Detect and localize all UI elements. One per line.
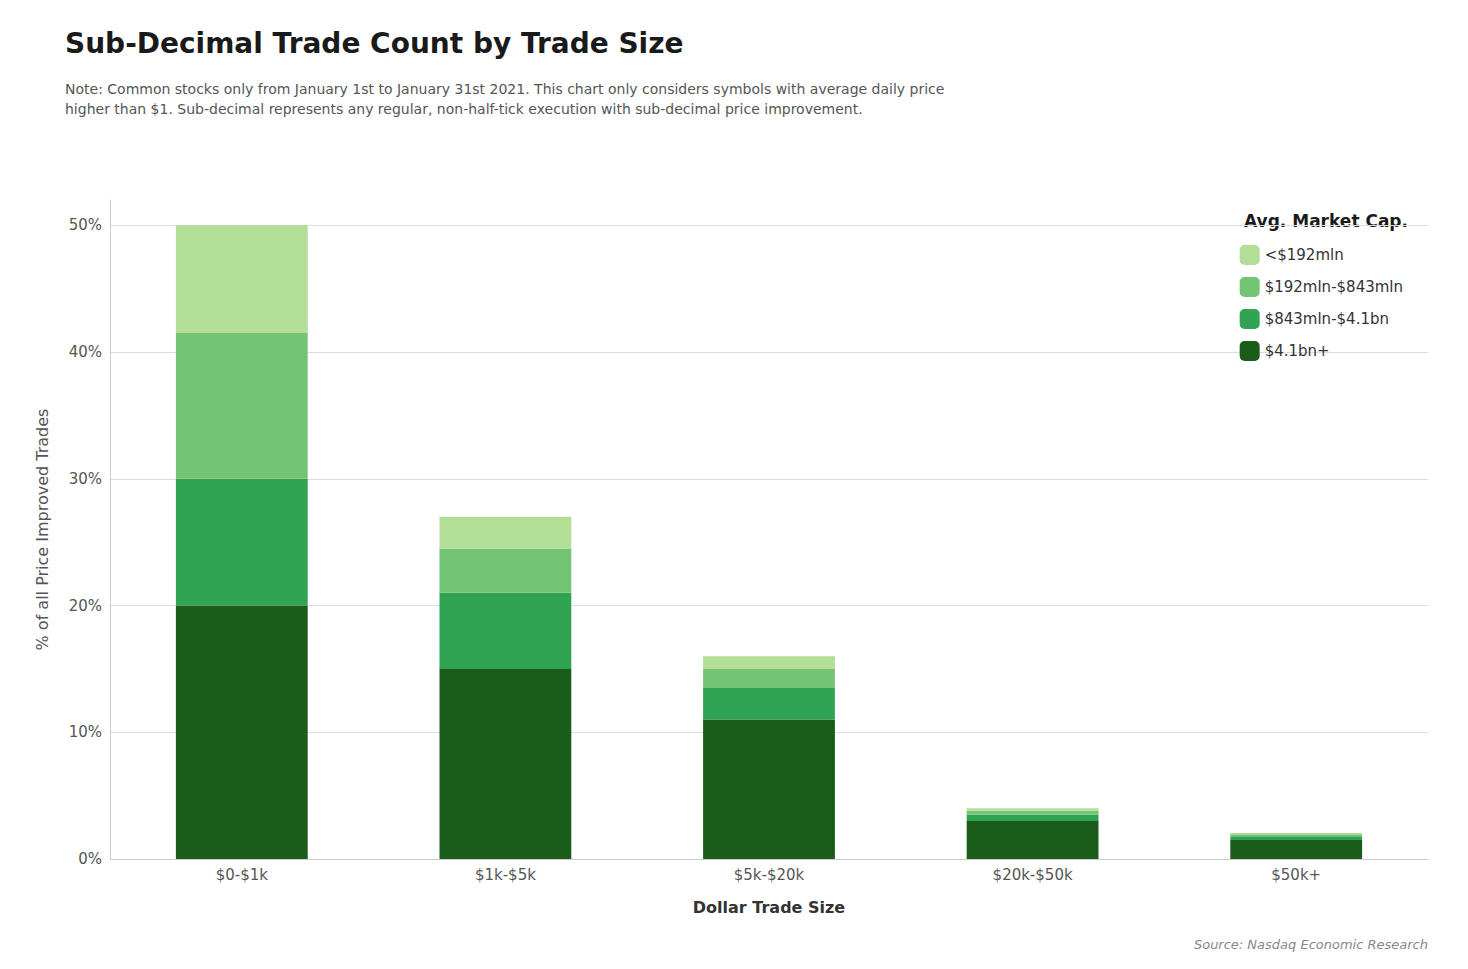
svg-text:Note: Common stocks only from: Note: Common stocks only from January 1s… xyxy=(65,81,944,97)
svg-text:40%: 40% xyxy=(69,343,102,361)
svg-text:$843mln-$4.1bn: $843mln-$4.1bn xyxy=(1265,310,1389,328)
svg-text:$0-$1k: $0-$1k xyxy=(216,866,269,884)
svg-text:$5k-$20k: $5k-$20k xyxy=(734,866,805,884)
svg-text:0%: 0% xyxy=(78,850,102,868)
svg-text:% of all Price Improved Trades: % of all Price Improved Trades xyxy=(33,409,52,651)
svg-text:$192mln-$843mln: $192mln-$843mln xyxy=(1265,278,1403,296)
svg-text:<$192mln: <$192mln xyxy=(1265,246,1344,264)
svg-text:$4.1bn+: $4.1bn+ xyxy=(1265,342,1330,360)
svg-text:higher than $1. Sub-decimal re: higher than $1. Sub-decimal represents a… xyxy=(65,101,863,117)
svg-text:20%: 20% xyxy=(69,597,102,615)
svg-text:10%: 10% xyxy=(69,723,102,741)
svg-text:$1k-$5k: $1k-$5k xyxy=(475,866,536,884)
svg-text:50%: 50% xyxy=(69,216,102,234)
svg-text:$50k+: $50k+ xyxy=(1271,866,1321,884)
svg-text:Dollar Trade Size: Dollar Trade Size xyxy=(693,898,846,917)
svg-text:Source: Nasdaq Economic Resear: Source: Nasdaq Economic Research xyxy=(1194,937,1428,952)
svg-text:Sub-Decimal Trade Count by Tra: Sub-Decimal Trade Count by Trade Size xyxy=(65,27,684,60)
svg-text:Avg. Market Cap.: Avg. Market Cap. xyxy=(1244,211,1408,231)
svg-text:30%: 30% xyxy=(69,470,102,488)
svg-text:$20k-$50k: $20k-$50k xyxy=(993,866,1073,884)
